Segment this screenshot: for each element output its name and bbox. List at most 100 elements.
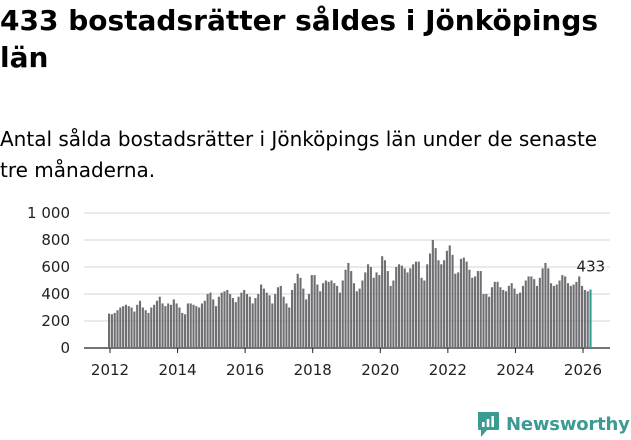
bar <box>344 269 347 348</box>
bar <box>437 260 440 348</box>
bar <box>147 312 150 348</box>
bar <box>119 307 122 348</box>
bar <box>519 292 522 348</box>
bar <box>527 276 530 348</box>
bar <box>476 271 479 348</box>
bar <box>583 289 586 348</box>
bar <box>237 296 240 348</box>
newsworthy-logo-icon <box>478 412 499 437</box>
bar <box>319 291 322 348</box>
bar <box>578 276 581 348</box>
bar <box>130 307 133 348</box>
bar <box>251 303 254 348</box>
bar <box>445 250 448 348</box>
bar <box>381 256 384 348</box>
y-tick-label: 200 <box>41 312 70 330</box>
bar <box>395 267 398 348</box>
bar <box>383 260 387 348</box>
bar <box>414 261 418 348</box>
bar <box>358 288 361 348</box>
bar <box>479 271 482 348</box>
bar <box>493 281 496 348</box>
bar <box>350 271 353 348</box>
bar <box>231 298 234 348</box>
bar <box>504 291 508 348</box>
newsworthy-wordmark: Newsworthy <box>506 413 630 435</box>
bar <box>434 248 437 348</box>
bar <box>336 285 339 348</box>
bar <box>181 312 184 348</box>
bar <box>544 262 547 348</box>
bar <box>347 262 350 348</box>
bar <box>293 283 296 348</box>
bar <box>203 300 206 348</box>
bar <box>223 291 226 348</box>
y-axis-tick-labels: 0 200 400 600 800 1 000 <box>27 204 70 357</box>
bar <box>200 303 204 348</box>
bar <box>302 288 305 348</box>
bar <box>164 306 167 348</box>
bar <box>186 303 189 348</box>
x-axis-ticks: 2012 2014 2016 2018 2020 2022 2024 2026 <box>91 348 602 379</box>
bar <box>502 289 505 348</box>
bar <box>333 283 336 348</box>
bar <box>195 306 198 348</box>
bar <box>465 261 468 348</box>
bar <box>423 280 426 348</box>
bar <box>355 291 358 348</box>
bar <box>296 273 299 348</box>
bar <box>279 285 282 348</box>
bar <box>189 303 192 348</box>
bar <box>457 272 460 348</box>
bar <box>192 304 195 348</box>
bar <box>285 303 288 348</box>
bar <box>575 281 578 348</box>
bar <box>443 260 446 348</box>
bar <box>482 294 485 348</box>
bar <box>372 277 375 348</box>
bar <box>513 288 516 348</box>
bar <box>310 275 313 348</box>
bar <box>206 294 209 348</box>
bar <box>282 296 285 348</box>
bar <box>412 264 415 348</box>
bar <box>268 295 271 348</box>
bar <box>288 307 291 348</box>
bar <box>569 285 572 348</box>
bar <box>361 280 364 348</box>
bar <box>141 307 144 348</box>
bar <box>330 280 333 348</box>
bar <box>352 283 356 348</box>
newsworthy-brand: Newsworthy <box>476 408 630 440</box>
bar <box>369 267 372 348</box>
bar <box>184 314 187 348</box>
bar <box>124 304 128 348</box>
bar <box>299 277 302 348</box>
bar <box>341 280 344 348</box>
bar <box>386 271 389 348</box>
bar <box>586 291 589 348</box>
bar <box>530 276 533 348</box>
bar <box>276 287 280 348</box>
bar <box>392 280 395 348</box>
bar <box>555 284 558 348</box>
bar <box>516 294 519 348</box>
bar <box>257 294 260 348</box>
x-tick-label: 2012 <box>91 361 129 379</box>
bar <box>403 268 406 348</box>
bar <box>572 284 575 348</box>
bar <box>265 292 268 348</box>
bar <box>367 264 370 348</box>
bar <box>538 277 541 348</box>
bar <box>122 306 125 348</box>
latest-value-label: 433 <box>577 258 606 276</box>
bar <box>550 283 553 348</box>
bar <box>581 285 584 348</box>
bar <box>245 294 249 348</box>
bar <box>138 300 142 348</box>
bar <box>474 276 477 348</box>
bar <box>110 314 113 348</box>
bar <box>364 272 367 348</box>
x-tick-label: 2020 <box>361 361 399 379</box>
bar <box>541 268 544 348</box>
